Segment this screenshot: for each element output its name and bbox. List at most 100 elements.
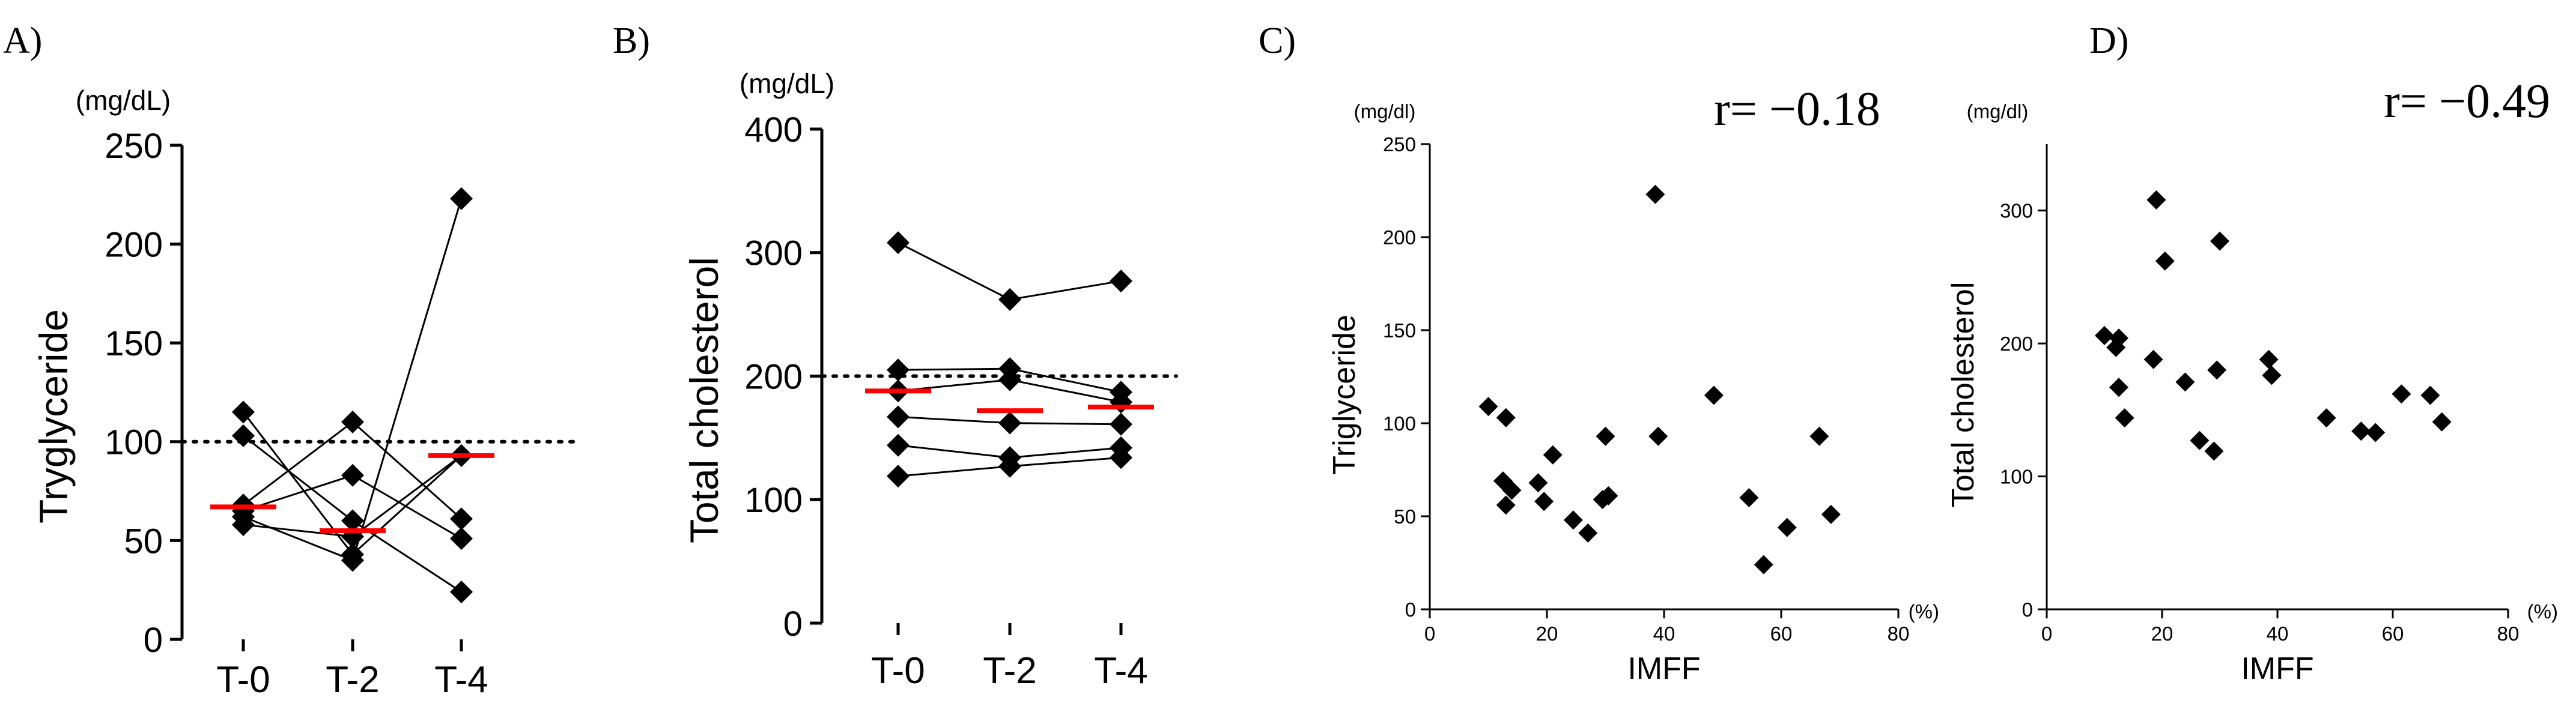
scatter-point-14 [1645,184,1665,204]
data-point-s5-T-0 [887,433,910,457]
y-tick-label: 300 [2000,200,2033,222]
scatter-point-14 [2259,349,2279,369]
panel-label: B) [613,20,650,61]
y-tick-label: 0 [1405,599,1416,621]
y-tick-label: 100 [744,481,803,520]
scatter-point-5 [1502,480,1522,500]
scatter-point-21 [2432,412,2452,432]
x-unit-label: (%) [1909,600,1939,623]
data-point-s4-T-0 [887,405,910,429]
x-tick-label: T-4 [434,659,488,701]
scatter-point-4 [1496,495,1516,515]
y-tick-label: 150 [1383,319,1416,342]
data-point-s4-T-2 [998,411,1021,435]
y-tick-label: 250 [1383,133,1416,155]
panel-label: D) [2089,20,2128,61]
x-tick-label: 20 [2151,623,2174,645]
x-tick-label: 80 [2497,623,2520,645]
y-axis-title: Total cholesterol [682,257,726,543]
scatter-point-6 [2143,349,2163,369]
x-tick-label: 60 [2382,623,2404,645]
y-tick-label: 0 [783,605,803,644]
data-point-s2-T-4 [450,580,473,603]
y-tick-label: 400 [744,110,803,149]
scatter-point-8 [2155,251,2175,271]
unit-label: (mg/dL) [76,85,171,116]
scatter-point-6 [1528,473,1548,493]
x-tick-label: 40 [1653,623,1675,645]
data-point-s3-T-2 [341,410,364,433]
y-axis-title: Triglyceride [1327,315,1362,475]
data-point-s2-T-0 [232,424,255,447]
x-tick-label: 80 [1888,623,1910,645]
data-point-s2-T-0 [887,358,910,382]
x-axis-title: IMFF [1627,651,1700,686]
y-axis-title: Tryglyceride [31,309,76,523]
data-point-s2-T-2 [341,509,364,532]
scatter-point-1 [1478,397,1498,417]
y-tick-label: 200 [2000,333,2033,355]
scatter-point-17 [2351,421,2371,441]
scatter-point-9 [2175,372,2195,392]
scatter-point-5 [2115,408,2134,428]
x-tick-label: 20 [1536,623,1558,645]
data-point-s6-T-4 [1110,446,1132,469]
scatter-point-15 [1648,426,1668,446]
panel-label: C) [1259,20,1296,61]
scatter-point-13 [2210,231,2229,251]
scatter-point-20 [2420,385,2440,405]
scatter-point-11 [2204,441,2224,461]
x-tick-label: T-0 [216,659,270,701]
data-point-s3-T-2 [998,368,1021,391]
scatter-point-10 [2190,430,2210,450]
scatter-point-13 [1599,486,1618,505]
x-unit-label: (%) [2527,600,2558,623]
scatter-point-18 [1754,555,1773,575]
scatter-point-4 [2109,378,2128,397]
unit-label: (mg/dl) [1967,100,2029,122]
data-point-s6-T-0 [887,465,910,488]
y-tick-label: 50 [124,522,163,561]
data-point-s4-T-2 [341,463,364,487]
y-tick-label: 150 [105,324,163,363]
scatter-point-21 [1821,504,1841,524]
scatter-point-12 [2207,360,2227,380]
data-point-s4-T-4 [1110,412,1132,436]
x-tick-label: 40 [2267,623,2289,645]
y-tick-label: 0 [2022,599,2033,621]
scatter-point-9 [1563,510,1583,530]
y-tick-label: 250 [105,127,163,166]
data-point-s1-T-0 [232,400,255,424]
panel-label: A) [3,20,42,61]
x-tick-label: T-0 [871,650,925,692]
scatter-point-12 [1596,426,1615,446]
data-point-s5-T-2 [341,549,364,572]
y-tick-label: 300 [744,234,803,273]
scatter-point-18 [2366,423,2386,442]
scatter-point-20 [1809,426,1829,446]
y-axis-title: Total cholesterol [1946,282,1981,508]
x-tick-label: 60 [1770,623,1793,645]
x-tick-label: 0 [1424,623,1435,645]
correlation-annotation: r= −0.18 [1714,83,1880,136]
x-tick-label: T-2 [326,659,380,701]
scatter-point-7 [2146,190,2166,210]
scatter-point-3 [2109,328,2128,348]
scatter-point-16 [2316,408,2336,428]
scatter-point-10 [1578,523,1598,543]
y-tick-label: 200 [1383,226,1416,249]
y-tick-label: 100 [1383,412,1416,435]
unit-label: (mg/dL) [740,68,834,99]
scatter-point-15 [2262,366,2282,385]
data-point-s6-T-2 [998,454,1021,478]
data-point-s3-T-4 [450,507,473,531]
data-point-s1-T-0 [887,231,910,255]
scatter-point-19 [1777,517,1797,537]
data-point-s1-T-2 [998,288,1021,311]
x-tick-label: T-2 [983,650,1037,692]
y-tick-label: 0 [144,621,163,660]
scatter-point-8 [1543,445,1563,465]
x-tick-label: 0 [2041,623,2052,645]
x-axis-title: IMFF [2241,651,2313,686]
